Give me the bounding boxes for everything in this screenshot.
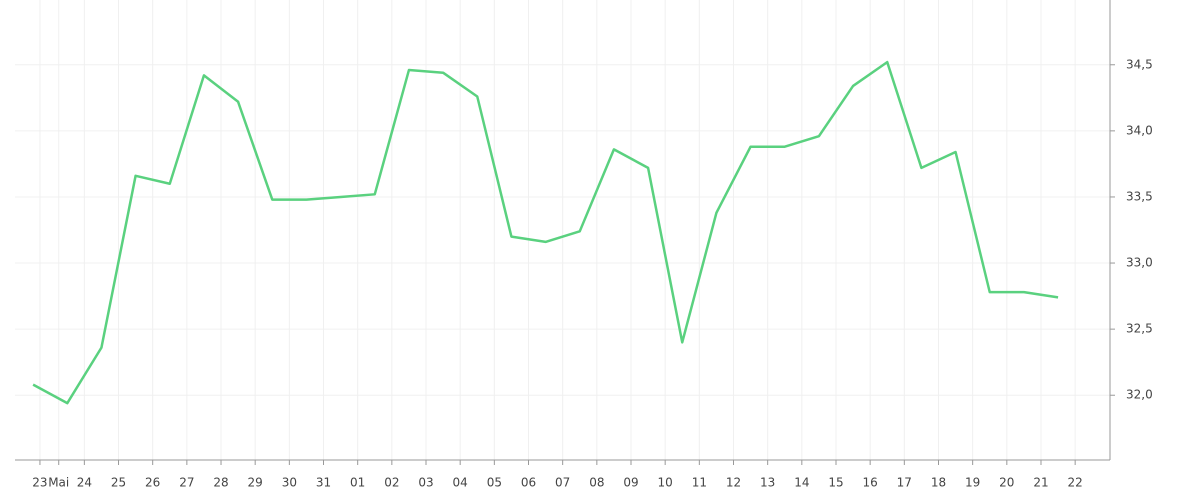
data-line bbox=[32, 60, 1059, 405]
x-tick-label: 13 bbox=[760, 476, 775, 490]
x-tick-label: 25 bbox=[111, 476, 126, 490]
x-tick-label: 20 bbox=[999, 476, 1014, 490]
x-tick-label: 06 bbox=[521, 476, 536, 490]
x-tick-label: 07 bbox=[555, 476, 570, 490]
x-tick-label: 27 bbox=[179, 476, 194, 490]
x-tick-label: 26 bbox=[145, 476, 160, 490]
x-tick-label: 12 bbox=[726, 476, 741, 490]
x-tick-label: 18 bbox=[931, 476, 946, 490]
x-tick-label: 05 bbox=[487, 476, 502, 490]
x-tick-label: 24 bbox=[77, 476, 92, 490]
y-tick-label: 32,0 bbox=[1126, 388, 1153, 402]
x-tick-label: Mai bbox=[48, 476, 69, 490]
x-tick-label: 11 bbox=[692, 476, 707, 490]
y-tick-label: 33,5 bbox=[1126, 189, 1153, 203]
x-tick-label: 02 bbox=[384, 476, 399, 490]
x-tick-label: 22 bbox=[1068, 476, 1083, 490]
y-tick-label: 32,5 bbox=[1126, 322, 1153, 336]
x-tick-label: 16 bbox=[863, 476, 878, 490]
x-tick-label: 01 bbox=[350, 476, 365, 490]
x-tick-label: 29 bbox=[248, 476, 263, 490]
y-tick-label: 33,0 bbox=[1126, 256, 1153, 270]
x-tick-label: 04 bbox=[453, 476, 468, 490]
x-tick-label: 14 bbox=[794, 476, 809, 490]
x-tick-label: 09 bbox=[623, 476, 638, 490]
x-tick-label: 19 bbox=[965, 476, 980, 490]
x-tick-label: 30 bbox=[282, 476, 297, 490]
x-tick-label: 10 bbox=[658, 476, 673, 490]
y-tick-label: 34,0 bbox=[1126, 123, 1153, 137]
x-tick-label: 23 bbox=[32, 476, 47, 490]
x-tick-label: 17 bbox=[897, 476, 912, 490]
x-tick-label: 03 bbox=[418, 476, 433, 490]
x-tick-label: 21 bbox=[1033, 476, 1048, 490]
x-tick-label: 15 bbox=[828, 476, 843, 490]
x-tick-label: 08 bbox=[589, 476, 604, 490]
x-tick-label: 31 bbox=[316, 476, 331, 490]
y-tick-label: 34,5 bbox=[1126, 57, 1153, 71]
x-tick-label: 28 bbox=[213, 476, 228, 490]
